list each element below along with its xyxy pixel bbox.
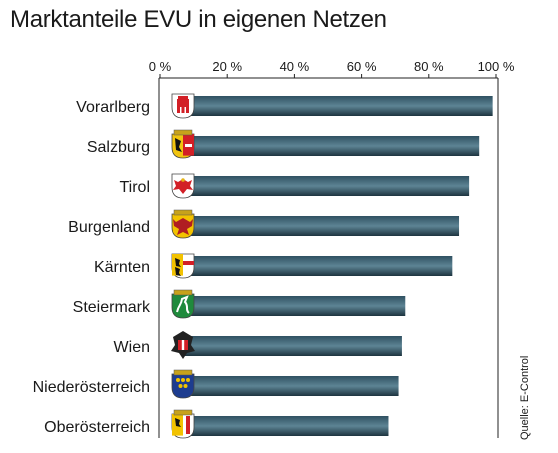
x-tick-label: 40 % — [280, 59, 310, 74]
bar-salzburg — [183, 136, 480, 156]
x-tick-label: 20 % — [212, 59, 242, 74]
category-label: Niederösterreich — [33, 379, 150, 396]
tirol-coat-of-arms-icon — [171, 173, 195, 199]
bar-vorarlberg — [183, 96, 493, 116]
salzburg-coat-of-arms-icon — [171, 129, 195, 159]
chart-title: Marktanteile EVU in eigenen Netzen — [10, 6, 387, 33]
x-tick-label: 0 % — [149, 59, 172, 74]
bar-burgenland — [183, 216, 460, 236]
vorarlberg-coat-of-arms-icon — [171, 93, 195, 119]
category-label: Burgenland — [68, 219, 150, 236]
category-label: Vorarlberg — [76, 99, 150, 116]
kaernten-coat-of-arms-icon — [171, 253, 195, 279]
category-label: Wien — [114, 339, 150, 356]
category-label: Salzburg — [87, 139, 150, 156]
x-tick-label: 80 % — [414, 59, 444, 74]
steiermark-coat-of-arms-icon — [171, 289, 195, 319]
oberoesterreich-coat-of-arms-icon — [171, 409, 195, 439]
bar-kärnten — [183, 256, 453, 276]
burgenland-coat-of-arms-icon — [171, 209, 195, 239]
category-label: Steiermark — [73, 299, 151, 316]
category-labels: Vorarlberg Salzburg Tirol Burgenland Kärnten… — [33, 99, 151, 436]
bar-oberösterreich — [183, 416, 389, 436]
bar-wien — [183, 336, 402, 356]
category-label: Oberösterreich — [44, 419, 150, 436]
coats-of-arms — [171, 93, 195, 439]
plot-frame — [158, 77, 499, 438]
x-tick-label: 100 % — [478, 59, 515, 74]
bar-niederösterreich — [183, 376, 399, 396]
x-axis: 0 % 20 % 40 % 60 % 80 % 100 % — [149, 59, 515, 78]
bar-tirol — [183, 176, 470, 196]
category-label: Tirol — [119, 179, 150, 196]
wien-coat-of-arms-icon — [171, 331, 195, 359]
bars — [183, 96, 493, 436]
bar-steiermark — [183, 296, 406, 316]
source-note: Quelle: E-Control — [519, 356, 531, 440]
category-label: Kärnten — [94, 259, 150, 276]
x-tick-label: 60 % — [347, 59, 377, 74]
niederoesterreich-coat-of-arms-icon — [171, 369, 195, 399]
